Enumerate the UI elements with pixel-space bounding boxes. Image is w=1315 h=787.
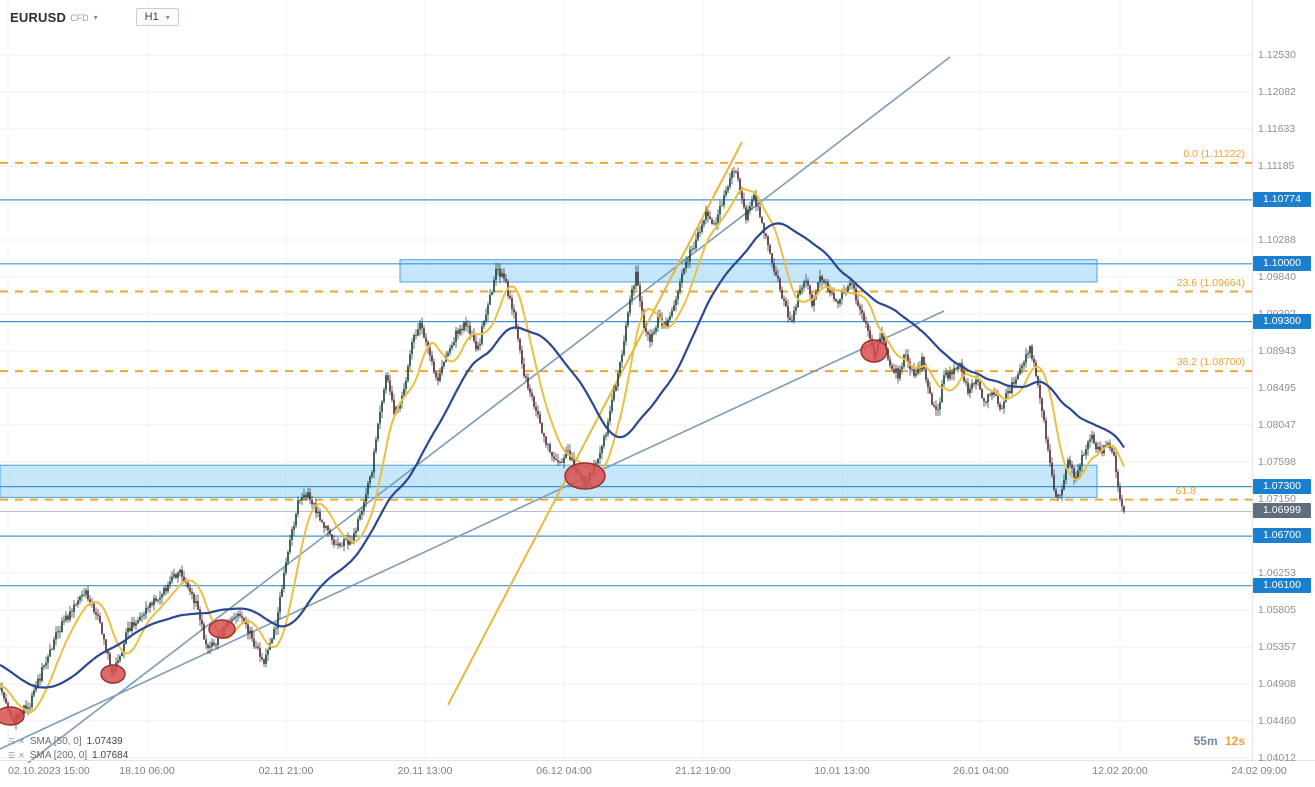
price-chart-canvas[interactable] <box>0 0 1252 787</box>
price-level-badge: 1.09300 <box>1253 314 1311 329</box>
time-axis-label: 18.10 06:00 <box>119 765 175 777</box>
channel-trendline[interactable] <box>0 310 945 750</box>
legend-row-sma200: ☰ ✕ SMA [200, 0] 1.07684 <box>8 748 128 762</box>
countdown-minutes: 55m <box>1193 734 1218 748</box>
price-axis-label: 1.05805 <box>1258 604 1296 616</box>
price-axis-label: 1.06253 <box>1258 567 1296 579</box>
candle-wicks-up <box>0 168 1109 730</box>
instrument-type-label: CFD <box>70 13 89 23</box>
price-axis-label: 1.11633 <box>1258 123 1296 135</box>
channel-trendline[interactable] <box>27 56 951 764</box>
timeframe-label: H1 <box>144 11 159 23</box>
time-axis-label: 21.12 19:00 <box>675 765 731 777</box>
chart-toolbar: EURUSD CFD ▾ H1 ▾ <box>10 8 179 26</box>
time-axis-label: 26.01 04:00 <box>953 765 1009 777</box>
price-axis-label: 1.08047 <box>1258 419 1296 431</box>
timeframe-dropdown-caret-icon: ▾ <box>165 12 170 22</box>
price-level-badge: 1.10774 <box>1253 192 1311 207</box>
highlight-ellipse-marker[interactable] <box>100 664 126 684</box>
sma-200-line[interactable] <box>0 222 1125 689</box>
legend-indicator-value: 1.07439 <box>86 735 123 747</box>
time-axis-label: 12.02 20:00 <box>1092 765 1148 777</box>
time-axis-label: 24.02 09:00 <box>1231 765 1287 777</box>
time-axis-label: 10.01 13:00 <box>814 765 870 777</box>
highlight-ellipse-marker[interactable] <box>0 706 25 726</box>
price-axis-label: 1.04908 <box>1258 678 1296 690</box>
candle-countdown: 55m 12s <box>1194 734 1245 748</box>
price-axis-label: 1.08943 <box>1258 345 1296 357</box>
time-axis-separator <box>0 760 1315 761</box>
price-level-badge: 1.06700 <box>1253 528 1311 543</box>
price-axis-label: 1.11185 <box>1258 160 1295 172</box>
price-axis-label: 1.10288 <box>1258 234 1296 246</box>
price-axis-label: 1.07598 <box>1258 456 1296 468</box>
supply-demand-zone[interactable] <box>399 259 1098 283</box>
fib-level-label: 61.8 <box>1175 485 1196 497</box>
candles-up <box>0 171 1109 724</box>
legend-indicator-value: 1.07684 <box>92 749 129 761</box>
highlight-ellipse-marker[interactable] <box>564 462 606 490</box>
legend-indicator-name: SMA [200, 0] <box>29 749 88 761</box>
price-level-badge: 1.10000 <box>1253 256 1311 271</box>
highlight-ellipse-marker[interactable] <box>860 339 888 363</box>
time-axis-label: 06.12 04:00 <box>536 765 592 777</box>
legend-indicator-name: SMA [50, 0] <box>29 735 82 747</box>
price-axis-label: 1.12082 <box>1258 86 1296 98</box>
price-axis-label: 1.04460 <box>1258 715 1296 727</box>
legend-row-sma50: ☰ ✕ SMA [50, 0] 1.07439 <box>8 734 128 748</box>
candle-wicks-down <box>1 166 1125 725</box>
timeframe-selector[interactable]: H1 ▾ <box>135 8 179 26</box>
legend-remove-icon[interactable]: ✕ <box>18 736 25 746</box>
time-axis-label: 02.10.2023 15:00 <box>8 765 90 777</box>
price-axis-label: 1.04012 <box>1258 752 1296 764</box>
price-axis-label: 1.12530 <box>1258 49 1296 61</box>
price-axis-label: 1.09840 <box>1258 271 1296 283</box>
price-axis-label: 1.05357 <box>1258 641 1296 653</box>
time-axis-label: 20.11 13:00 <box>397 765 453 777</box>
price-axis-separator <box>1252 0 1253 760</box>
fib-level-label: 0.0 (1.11222) <box>1183 148 1245 160</box>
highlight-ellipse-marker[interactable] <box>208 619 236 639</box>
legend-remove-icon[interactable]: ✕ <box>18 750 25 760</box>
price-axis-label: 1.07150 <box>1258 493 1296 505</box>
symbol-dropdown-caret-icon[interactable]: ▾ <box>93 12 98 22</box>
time-axis-label: 02.11 21:00 <box>258 765 314 777</box>
sma-50-line[interactable] <box>0 187 1125 714</box>
fib-level-label: 38.2 (1.08700) <box>1176 356 1245 368</box>
indicator-legend: ☰ ✕ SMA [50, 0] 1.07439 ☰ ✕ SMA [200, 0]… <box>8 734 128 762</box>
gold-trendline[interactable] <box>447 141 743 706</box>
legend-settings-icon[interactable]: ☰ <box>8 750 16 760</box>
symbol-label[interactable]: EURUSD <box>10 9 67 25</box>
price-level-badge: 1.07300 <box>1253 479 1311 494</box>
countdown-seconds: 12s <box>1224 734 1245 748</box>
fib-level-label: 23.6 (1.09664) <box>1176 277 1245 289</box>
current-price-badge: 1.06999 <box>1253 503 1311 518</box>
price-axis-label: 1.08495 <box>1258 382 1296 394</box>
legend-settings-icon[interactable]: ☰ <box>8 736 16 746</box>
price-level-badge: 1.06100 <box>1253 578 1311 593</box>
supply-demand-zone[interactable] <box>0 464 1098 498</box>
